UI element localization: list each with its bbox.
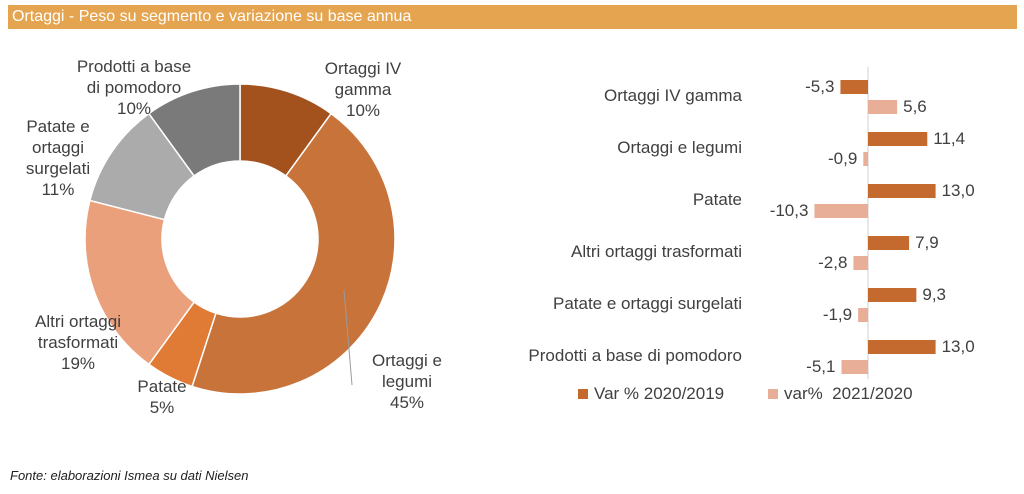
- slice-label: Ortaggi IV gamma 10%: [325, 59, 402, 120]
- data-label: -5,1: [806, 357, 835, 376]
- bar: [853, 256, 868, 270]
- bar: [863, 152, 868, 166]
- bar: [814, 204, 868, 218]
- source-note: Fonte: elaborazioni Ismea su dati Nielse…: [10, 468, 249, 483]
- category-label: Ortaggi IV gamma: [604, 86, 742, 105]
- category-label: Ortaggi e legumi: [617, 138, 742, 157]
- bar: [868, 236, 910, 250]
- legend-label: var% 2021/2020: [784, 384, 913, 403]
- bar: [858, 308, 868, 322]
- slice-label: Prodotti a base di pomodoro 10%: [77, 57, 191, 118]
- chart-title: Ortaggi - Peso su segmento e variazione …: [12, 8, 412, 25]
- slice-label: Patate e ortaggi surgelati 11%: [26, 117, 90, 199]
- bar: [840, 80, 868, 94]
- data-label: 13,0: [942, 181, 975, 200]
- data-label: 9,3: [922, 285, 946, 304]
- bar: [868, 340, 936, 354]
- slice-label: Patate 5%: [137, 377, 186, 417]
- donut-slice: [191, 112, 396, 395]
- donut-slice: [84, 199, 196, 366]
- data-label: 11,4: [933, 129, 965, 148]
- data-label: -1,9: [823, 305, 852, 324]
- bar: [841, 360, 868, 374]
- category-label: Patate e ortaggi surgelati: [553, 294, 742, 313]
- data-label: -2,8: [818, 253, 847, 272]
- bar: [868, 184, 936, 198]
- donut-slice: [147, 83, 241, 177]
- category-label: Patate: [693, 190, 742, 209]
- legend-swatch: [578, 389, 588, 399]
- bar: [868, 100, 898, 114]
- bar: [868, 288, 917, 302]
- bar: [868, 132, 928, 146]
- category-label: Altri ortaggi trasformati: [571, 242, 742, 261]
- category-label: Prodotti a base di pomodoro: [528, 346, 742, 365]
- leader-line: [343, 289, 353, 386]
- chart-title-bar: Ortaggi - Peso su segmento e variazione …: [8, 5, 1017, 29]
- data-label: 13,0: [942, 337, 975, 356]
- slice-label: Altri ortaggi trasformati 19%: [35, 312, 121, 373]
- legend-label: Var % 2020/2019: [594, 384, 724, 403]
- data-label: 7,9: [915, 233, 939, 252]
- data-label: -0,9: [828, 149, 857, 168]
- data-label: -10,3: [770, 201, 809, 220]
- legend-swatch: [768, 389, 778, 399]
- slice-label: Ortaggi e legumi 45%: [372, 351, 442, 412]
- data-label: 5,6: [903, 97, 927, 116]
- data-label: -5,3: [805, 77, 834, 96]
